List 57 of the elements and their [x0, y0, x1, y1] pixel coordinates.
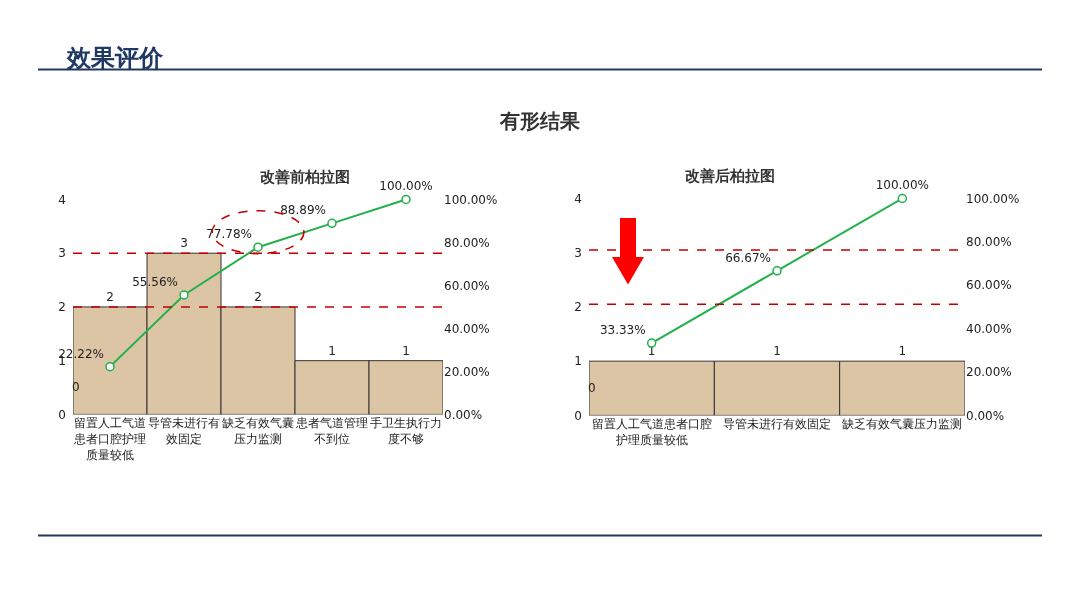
y2-tick-label: 60.00%	[966, 278, 1012, 293]
point	[646, 338, 657, 348]
x-tick-label: 留置人工气道患者口腔护理质量较低	[591, 417, 712, 447]
y2-tick-label: 100.00%	[966, 191, 1020, 206]
data-label: 1	[898, 344, 907, 359]
x-tick-label: 导管未进行有效固定	[148, 416, 220, 446]
y2-tick-label: 0.00%	[966, 408, 1005, 423]
x-tick-label: 导管未进行有效固定	[723, 417, 831, 432]
chart-title: 改善前柏拉图	[260, 168, 350, 186]
y2-tick-label: 100.00%	[444, 192, 498, 207]
y2-tick-label: 20.00%	[966, 365, 1012, 380]
y2-tick-label: 40.00%	[444, 321, 490, 336]
x-tick-label: 缺乏有效气囊压力监测	[842, 417, 963, 432]
chart-title: 改善后柏拉图	[685, 167, 775, 185]
y2-tick-label: 80.00%	[966, 235, 1012, 250]
y2-tick-label: 20.00%	[444, 364, 490, 379]
point	[772, 266, 782, 276]
data-label: 33.33%	[599, 323, 646, 338]
y-tick-label: 2	[58, 300, 66, 315]
text: 效果评价	[66, 44, 164, 72]
data-label: 2	[106, 289, 114, 304]
y2-tick-label: 0.00%	[444, 407, 483, 422]
y-tick-label: 4	[574, 191, 582, 206]
y-tick-label: 0	[574, 408, 582, 423]
y-tick-label: 0	[58, 407, 66, 422]
point	[179, 290, 189, 300]
annotation: 0	[72, 380, 80, 394]
data-label: 100.00%	[379, 179, 433, 194]
y2-tick-label: 60.00%	[444, 278, 490, 293]
data-label: 1	[773, 344, 781, 359]
point	[327, 218, 337, 229]
text: 有形结果	[499, 109, 581, 133]
y-tick-label: 4	[58, 192, 66, 207]
annotation: 0	[588, 381, 596, 395]
point	[253, 242, 263, 252]
y-tick-label: 3	[58, 246, 66, 261]
y-tick-label: 1	[574, 354, 582, 369]
data-label: 77.78%	[206, 227, 252, 242]
data-label: 100.00%	[875, 178, 930, 193]
data-label: 1	[402, 343, 410, 358]
data-label: 3	[180, 236, 188, 251]
point	[105, 361, 115, 372]
x-tick-label: 患者气道管理不到位	[295, 416, 368, 446]
y2-tick-label: 40.00%	[966, 321, 1012, 336]
point	[897, 193, 908, 204]
data-label: 55.56%	[132, 274, 178, 289]
x-tick-label: 留置人工气道患者口腔护理质量较低	[73, 416, 146, 462]
y-tick-label: 3	[574, 245, 582, 260]
x-tick-label: 手卫生执行力度不够	[370, 416, 442, 446]
data-label: 88.89%	[280, 203, 326, 218]
y-tick-label: 2	[574, 300, 582, 315]
x-tick-label: 缺乏有效气囊压力监测	[222, 416, 294, 446]
data-label: 66.67%	[725, 250, 771, 265]
data-label: 2	[254, 289, 262, 304]
point	[401, 194, 411, 205]
y2-tick-label: 80.00%	[444, 235, 490, 250]
data-label: 1	[328, 343, 336, 358]
